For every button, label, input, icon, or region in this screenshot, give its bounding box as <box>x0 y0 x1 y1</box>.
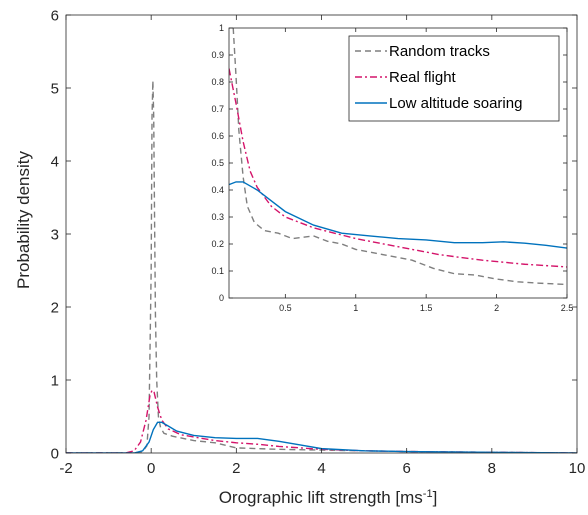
main-x-tick-label: 0 <box>147 460 155 477</box>
main-series-low-altitude-soaring <box>66 421 577 453</box>
inset-y-tick-label: 0.4 <box>211 185 224 195</box>
legend-label: Real flight <box>389 69 457 86</box>
inset-y-tick-label: 1 <box>219 23 224 33</box>
inset-series-low-altitude-soaring <box>229 181 567 249</box>
inset-x-tick-label: 2.5 <box>561 303 574 313</box>
main-y-tick-label: 1 <box>51 372 59 389</box>
inset-y-tick-label: 0.8 <box>211 77 224 87</box>
legend-label: Random tracks <box>389 43 490 60</box>
inset-y-tick-label: 0.6 <box>211 131 224 141</box>
main-y-tick-label: 4 <box>51 153 59 170</box>
inset-plot-panel: 0.5 1 1.5 2 2.5 0 0.1 0.2 0.3 0.4 0.5 0.6 0.7 0.8 0.9 1… <box>211 23 573 313</box>
main-y-tick-label: 6 <box>51 7 59 24</box>
inset-y-tick-label: 0 <box>219 293 224 303</box>
inset-series-random-tracks <box>232 28 567 286</box>
inset-x-tick-label: 0.5 <box>279 303 292 313</box>
inset-y-tick-label: 0.5 <box>211 158 224 168</box>
main-x-tick-label: 4 <box>317 460 325 477</box>
main-x-tick-label: 2 <box>232 460 240 477</box>
inset-y-tick-label: 0.3 <box>211 212 224 222</box>
inset-y-tick-label: 0.7 <box>211 104 224 114</box>
inset-x-tick-label: 1.5 <box>420 303 433 313</box>
legend-box <box>348 35 560 122</box>
inset-series-real-flight <box>229 68 567 268</box>
main-x-tick-label: -2 <box>59 460 72 477</box>
inset-x-tick-label: 1 <box>353 303 358 313</box>
inset-y-tick-label: 0.1 <box>211 266 224 276</box>
inset-y-tick-label: 0.9 <box>211 50 224 60</box>
legend-label: Low altitude soaring <box>389 95 522 112</box>
main-x-tick-label: 8 <box>488 460 496 477</box>
inset-x-tick-label: 2 <box>494 303 499 313</box>
main-y-tick-label: 0 <box>51 445 59 462</box>
x-axis-label: Orographic lift strength [ms-1] <box>219 488 438 507</box>
main-y-tick-label: 3 <box>51 226 59 243</box>
main-y-tick-label: 5 <box>51 80 59 97</box>
y-axis-label: Probability density <box>14 151 33 289</box>
main-x-tick-label: 10 <box>569 460 586 477</box>
inset-y-tick-label: 0.2 <box>211 239 224 249</box>
main-x-tick-label: 6 <box>402 460 410 477</box>
main-y-tick-label: 2 <box>51 299 59 316</box>
inset-legend: Random tracks Real flight Low altitude soa… <box>348 35 560 122</box>
